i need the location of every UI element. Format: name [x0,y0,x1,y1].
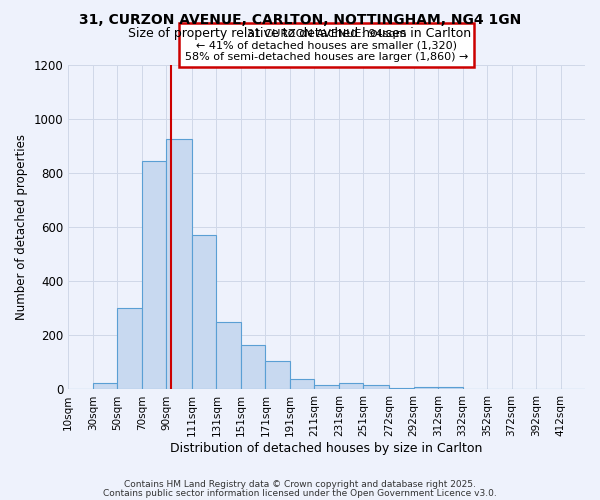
Y-axis label: Number of detached properties: Number of detached properties [15,134,28,320]
Bar [389,388,413,390]
Bar [192,236,217,390]
Text: 31 CURZON AVENUE: 94sqm
← 41% of detached houses are smaller (1,320)
58% of semi: 31 CURZON AVENUE: 94sqm ← 41% of detache… [185,28,468,62]
Bar [364,384,389,390]
Bar [265,361,290,390]
Bar [290,380,314,390]
Text: Size of property relative to detached houses in Carlton: Size of property relative to detached ho… [128,28,472,40]
Bar [217,322,241,390]
Bar [339,382,364,390]
Text: Contains HM Land Registry data © Crown copyright and database right 2025.: Contains HM Land Registry data © Crown c… [124,480,476,489]
Bar [92,382,117,390]
Bar [166,140,192,390]
Bar [413,388,438,390]
Bar [314,384,339,390]
Bar [142,161,166,390]
Text: Contains public sector information licensed under the Open Government Licence v3: Contains public sector information licen… [103,490,497,498]
Bar [438,387,463,390]
Bar [241,345,265,390]
X-axis label: Distribution of detached houses by size in Carlton: Distribution of detached houses by size … [170,442,483,455]
Text: 31, CURZON AVENUE, CARLTON, NOTTINGHAM, NG4 1GN: 31, CURZON AVENUE, CARLTON, NOTTINGHAM, … [79,12,521,26]
Bar [117,308,142,390]
